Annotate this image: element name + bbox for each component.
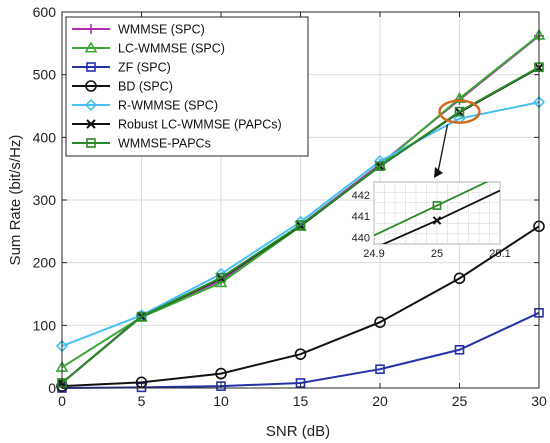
inset-series-0 <box>374 182 489 237</box>
y-tick-label: 100 <box>33 317 57 333</box>
legend-label: BD (SPC) <box>118 80 173 94</box>
data-point <box>375 161 385 171</box>
legend-marker <box>84 41 98 53</box>
data-point <box>454 344 465 355</box>
series-6 <box>57 62 544 388</box>
data-point <box>294 348 307 360</box>
inset-data-point <box>432 216 442 225</box>
series-line <box>61 225 540 388</box>
x-tick-label: 30 <box>531 393 547 409</box>
y-tick-label: 300 <box>33 192 57 208</box>
y-tick-label: 200 <box>33 255 57 271</box>
zoom-inset: 24.9 25 25.1 440 441 442 <box>352 181 511 260</box>
legend-label: ZF (SPC) <box>118 61 171 75</box>
inset-y-tick-label: 441 <box>352 211 370 223</box>
y-tick-label: 400 <box>33 129 57 145</box>
data-point <box>136 311 147 322</box>
zoom-ellipse <box>438 99 481 124</box>
legend-label: LC-WMMSE (SPC) <box>118 42 225 56</box>
zoom-arrow-head <box>434 167 443 178</box>
legend-label: WMMSE-PAPCs <box>118 137 211 151</box>
inset-y-tick-label: 440 <box>352 233 370 245</box>
series-line <box>61 66 540 384</box>
legend-marker <box>85 80 97 92</box>
zoom-annotation <box>434 99 481 178</box>
x-tick-label: 25 <box>452 393 468 409</box>
legend-item-2: ZF (SPC) <box>72 61 171 75</box>
x-tick-label: 20 <box>372 393 388 409</box>
legend: WMMSE (SPC) LC-WMMSE (SPC) ZF (SPC) BD (SPC… <box>65 16 309 157</box>
legend-marker <box>86 24 96 34</box>
legend-item-6: WMMSE-PAPCs <box>72 137 211 151</box>
x-axis-title: SNR (dB) <box>266 423 330 440</box>
data-point <box>374 316 386 329</box>
data-point <box>454 106 465 117</box>
data-point <box>215 367 227 380</box>
y-axis-title: Sum Rate (bit/s/Hz) <box>7 135 24 266</box>
x-tick-label: 15 <box>293 393 309 409</box>
legend-marker <box>86 62 96 72</box>
legend-marker <box>86 119 96 129</box>
x-tick-label: 10 <box>213 393 229 409</box>
data-point <box>216 381 226 391</box>
inset-x-tick-label: 25.1 <box>489 248 510 260</box>
data-point <box>453 272 466 285</box>
inset-x-tick-label: 25 <box>431 248 443 260</box>
data-point <box>453 91 466 104</box>
inset-data-point <box>432 201 442 210</box>
legend-marker <box>84 98 98 112</box>
legend-label: Robust LC-WMMSE (PAPCs) <box>118 118 282 132</box>
legend-item-4: R-WMMSE (SPC) <box>72 99 218 113</box>
y-tick-label: 500 <box>33 67 57 83</box>
y-tick-label: 0 <box>48 380 56 396</box>
zoom-arrow-shaft <box>437 124 449 173</box>
data-point <box>375 364 385 375</box>
inset-x-tick-label: 24.9 <box>363 248 384 260</box>
inset-y-tick-label: 442 <box>352 190 370 202</box>
legend-label: R-WMMSE (SPC) <box>118 99 218 113</box>
legend-item-3: BD (SPC) <box>72 80 173 94</box>
legend-item-1: LC-WMMSE (SPC) <box>72 41 225 56</box>
axes: 0 100 200 300 400 500 600 0 5 10 15 20 25 30 <box>33 4 547 409</box>
legend-label: WMMSE (SPC) <box>118 23 205 37</box>
legend-item-5: Robust LC-WMMSE (PAPCs) <box>72 118 282 132</box>
data-point <box>216 272 226 283</box>
x-tick-label: 0 <box>58 393 66 409</box>
legend-item-0: WMMSE (SPC) <box>72 23 205 37</box>
y-tick-label: 600 <box>33 4 57 20</box>
x-tick-label: 5 <box>138 393 146 409</box>
legend-marker <box>86 138 96 148</box>
data-point <box>295 220 306 230</box>
inset-series-line <box>374 182 489 237</box>
